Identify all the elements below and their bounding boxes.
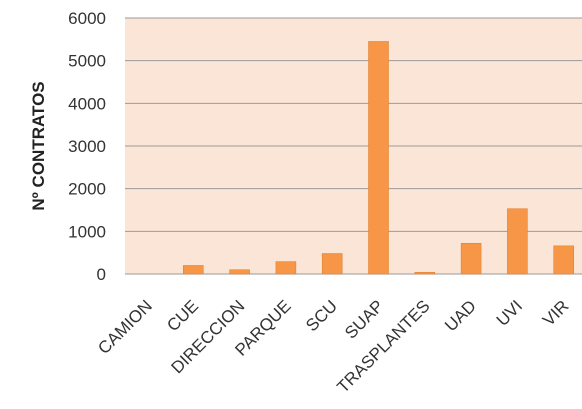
x-tick-label-cue: CUE bbox=[163, 296, 202, 335]
y-axis-title: Nº CONTRATOS bbox=[29, 81, 48, 210]
bar-uvi bbox=[507, 208, 528, 275]
bar-suap bbox=[368, 41, 389, 275]
bar-trasplantes bbox=[414, 272, 436, 275]
y-tick-label: 0 bbox=[97, 265, 106, 284]
y-tick-label: 2000 bbox=[68, 180, 106, 199]
x-tick-label-scu: SCU bbox=[302, 296, 341, 335]
y-tick-label: 4000 bbox=[68, 94, 106, 113]
bar-cue bbox=[183, 265, 204, 275]
bar-vir bbox=[553, 245, 574, 275]
y-tick-label: 3000 bbox=[68, 137, 106, 156]
y-tick-label: 5000 bbox=[68, 52, 106, 71]
y-tick-label: 1000 bbox=[68, 222, 106, 241]
bar-parque bbox=[275, 261, 297, 275]
y-tick-label: 6000 bbox=[68, 9, 106, 28]
bars bbox=[183, 41, 574, 275]
x-tick-label-vir: VIR bbox=[539, 296, 572, 329]
bar-uad bbox=[460, 243, 482, 275]
bar-scu bbox=[321, 253, 343, 275]
y-axis-ticks: 0 1000 2000 3000 4000 5000 6000 bbox=[68, 9, 106, 284]
x-tick-label-camion: CAMION bbox=[94, 296, 156, 358]
x-tick-label-uvi: UVI bbox=[493, 296, 526, 329]
bar-direccion bbox=[229, 269, 250, 275]
x-tick-label-uad: UAD bbox=[441, 296, 480, 335]
